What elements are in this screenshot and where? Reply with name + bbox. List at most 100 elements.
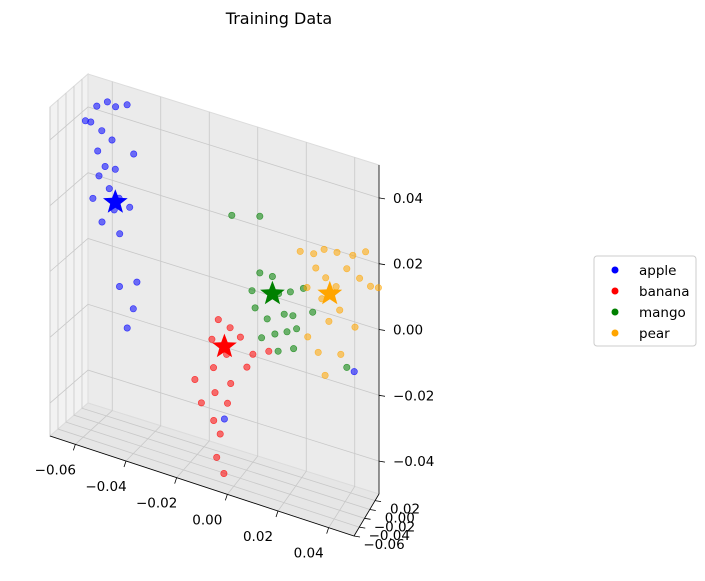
z-tick-mark (378, 460, 386, 463)
banana-point (249, 350, 257, 358)
banana-point (208, 335, 216, 343)
pear-point (303, 283, 311, 291)
banana-centroid-star (212, 333, 237, 358)
y-tick-label: −0.02 (374, 519, 415, 535)
mango-point (293, 325, 301, 333)
apple-point (133, 278, 141, 286)
banana-point (265, 347, 273, 355)
apple-centroid-star (103, 189, 128, 213)
apple-point (123, 101, 131, 109)
y-tick-mark (359, 526, 366, 529)
mango-point (228, 211, 236, 219)
banana-point (220, 469, 228, 477)
mango-point (309, 308, 317, 316)
x-gridline (125, 96, 162, 462)
x-axis-line (49, 435, 355, 537)
banana-point (227, 379, 235, 387)
pear-point (374, 284, 382, 292)
x-gridline (277, 142, 307, 512)
z-tick-label: −0.04 (393, 454, 434, 470)
apple-point (112, 103, 120, 111)
pear-point (349, 251, 357, 259)
y-axis-line (353, 493, 380, 537)
banana-point (197, 399, 205, 407)
y-gridline (65, 93, 365, 519)
mango-point (251, 304, 259, 312)
y-gridline (73, 86, 370, 510)
y-tick-label: −0.06 (363, 537, 404, 553)
banana-point (226, 324, 234, 332)
z-gridline (49, 238, 380, 330)
x-tick-mark (224, 494, 228, 501)
mango-point (289, 312, 297, 320)
apple-point (220, 415, 228, 423)
legend-label-banana: banana (639, 284, 690, 300)
x-tick-label: −0.06 (35, 462, 76, 478)
apple-point (116, 282, 124, 290)
z-tick-label: 0.04 (393, 191, 423, 207)
x-gridline (176, 111, 210, 478)
legend-label-apple: apple (639, 263, 676, 279)
pear-point (322, 274, 330, 282)
y-tick-label: −0.04 (369, 528, 410, 544)
pear-point (356, 274, 364, 282)
x-tick-mark (326, 527, 330, 534)
banana-point (243, 363, 251, 371)
y-tick-mark (364, 517, 371, 520)
mango-point (271, 330, 279, 338)
y-gridline (81, 79, 376, 502)
z-tick-label: −0.02 (393, 388, 434, 404)
legend-frame (593, 255, 697, 347)
apple-point (101, 163, 109, 171)
mango-point (256, 269, 264, 277)
legend-label-mango: mango (639, 305, 686, 321)
x-gridline (75, 81, 113, 445)
pear-point (351, 323, 359, 331)
z-tick-mark (378, 263, 386, 266)
y-tick-mark (374, 500, 382, 503)
apple-point (98, 127, 106, 135)
pear-point (296, 247, 304, 255)
legend-label-pear: pear (639, 326, 670, 342)
banana-point (216, 430, 224, 438)
pear-point (320, 245, 328, 253)
apple-point (89, 194, 97, 202)
pear-point (337, 350, 345, 358)
banana-point (213, 453, 221, 461)
banana-point (236, 333, 244, 341)
mango-point (268, 272, 276, 280)
legend-marker-banana (611, 287, 619, 295)
mango-point (290, 345, 298, 353)
apple-point (95, 172, 103, 180)
pear-point (304, 333, 312, 341)
legend-marker-apple (611, 266, 619, 274)
banana-point (210, 416, 218, 424)
apple-point (105, 185, 113, 193)
y-gridline (57, 100, 360, 528)
mango-point (286, 288, 294, 296)
axis-panes (49, 72, 380, 537)
x-tick-mark (72, 444, 76, 451)
y-tick-mark (353, 535, 361, 538)
x-gridline (328, 157, 356, 528)
pear-point (314, 348, 322, 356)
x-tick-mark (275, 510, 279, 518)
y-tick-mark (369, 509, 376, 511)
apple-point (130, 150, 138, 158)
apple-point (108, 136, 116, 144)
apple-point (98, 218, 106, 226)
mango-point (258, 334, 266, 342)
mango-point (263, 315, 271, 323)
z-tick-mark (378, 197, 386, 200)
pear-centroid-star (317, 280, 343, 305)
banana-point (211, 389, 219, 397)
x-tick-label: −0.02 (136, 496, 177, 512)
pear-point (332, 283, 340, 291)
z-gridline (49, 303, 380, 396)
y-tick-label: 0.02 (390, 502, 420, 518)
apple-point (87, 118, 95, 126)
y-tick-label: 0.00 (385, 510, 415, 526)
apple-point (116, 230, 124, 238)
apple-point (103, 98, 111, 106)
pear-point (336, 306, 344, 314)
